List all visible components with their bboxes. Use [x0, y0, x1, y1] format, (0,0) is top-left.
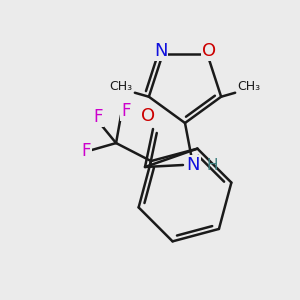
Text: F: F: [121, 102, 131, 120]
Text: O: O: [141, 107, 155, 125]
Text: O: O: [202, 42, 216, 60]
Text: CH₃: CH₃: [109, 80, 132, 93]
Text: F: F: [93, 108, 103, 126]
Text: CH₃: CH₃: [238, 80, 261, 93]
Text: F: F: [81, 142, 91, 160]
Text: N: N: [154, 42, 167, 60]
Text: H: H: [207, 158, 218, 173]
Text: N: N: [186, 156, 200, 174]
